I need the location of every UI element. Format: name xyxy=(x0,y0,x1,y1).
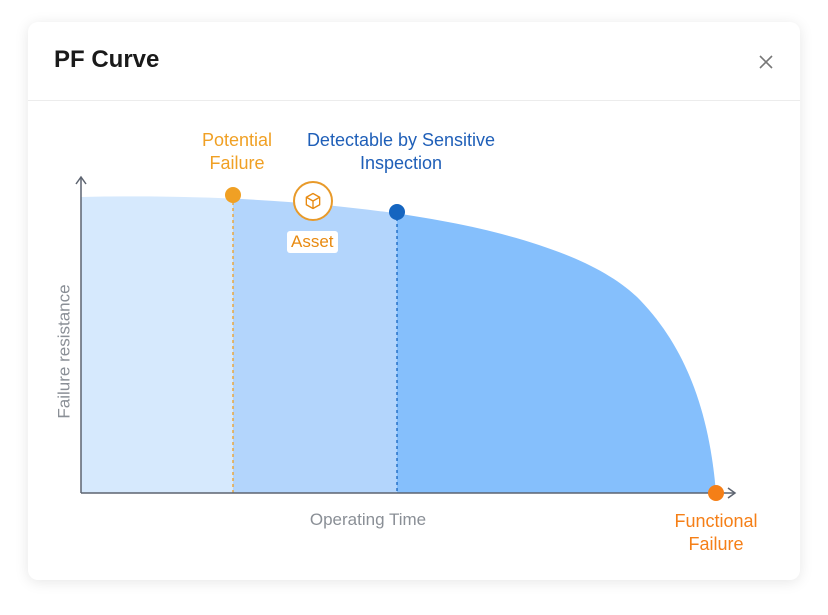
asset-label: Asset xyxy=(287,231,338,253)
dialog-title: PF Curve xyxy=(54,46,160,73)
zone-before-potential xyxy=(81,196,233,494)
x-axis xyxy=(81,487,737,499)
detectable-point[interactable] xyxy=(389,204,405,220)
functional-failure-label-line1: Functional xyxy=(674,511,758,531)
header-divider xyxy=(28,100,800,101)
potential-failure-label: Potential Failure xyxy=(186,129,288,175)
potential-failure-label-line1: Potential xyxy=(201,130,273,150)
detectable-label-line1: Detectable by Sensitive xyxy=(306,130,496,150)
potential-failure-point[interactable] xyxy=(225,187,241,203)
y-axis xyxy=(75,175,87,493)
zone-detectable-to-functional xyxy=(397,196,716,494)
potential-failure-label-line2: Failure xyxy=(209,153,265,173)
close-icon xyxy=(759,55,773,69)
functional-failure-point[interactable] xyxy=(708,485,724,501)
detectable-label-line2: Inspection xyxy=(359,153,443,173)
asset-marker[interactable] xyxy=(293,181,333,221)
x-axis-label: Operating Time xyxy=(309,510,427,529)
close-button[interactable] xyxy=(754,50,778,74)
functional-failure-label: Functional Failure xyxy=(656,510,776,556)
y-axis-label: Failure resistance xyxy=(54,284,74,419)
functional-failure-label-line2: Failure xyxy=(688,534,744,554)
detectable-label: Detectable by Sensitive Inspection xyxy=(281,129,521,175)
cube-icon xyxy=(305,192,321,210)
